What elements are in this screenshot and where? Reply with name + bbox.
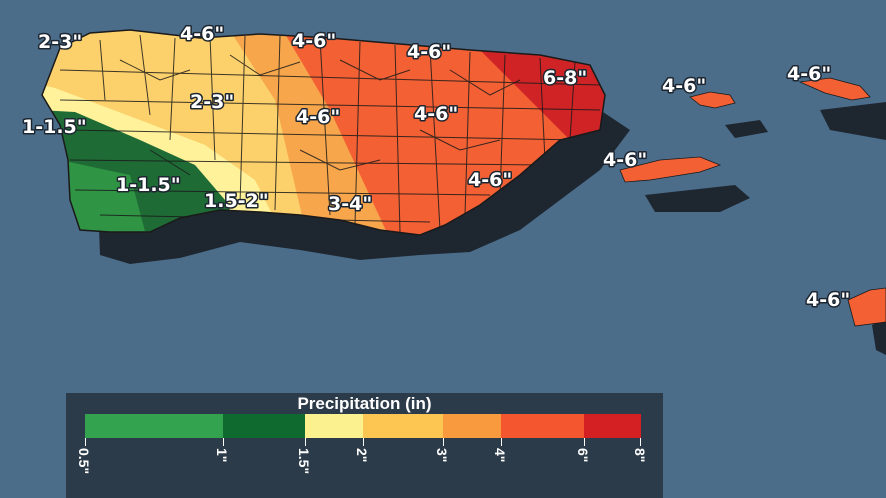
map-label-virgin-islands: 4-6" <box>787 63 831 85</box>
legend-bin-6 <box>584 414 641 438</box>
map-label-north-central: 4-6" <box>180 23 224 45</box>
municipality-borders <box>59 34 601 233</box>
legend-tick-label: 8" <box>632 448 648 463</box>
map-label-far-northeast: 6-8" <box>543 67 587 89</box>
vieques-island <box>619 156 722 183</box>
map-label-central-east: 4-6" <box>414 103 458 125</box>
map-labels: 2-3" 4-6" 4-6" 4-6" 6-8" 4-6" 4-6" 1-1.5" 2-3" 4-… <box>21 22 852 313</box>
legend-tick-label: 1.5" <box>296 448 312 475</box>
legend-bin-1 <box>223 414 305 438</box>
legend-tick-label: 6" <box>575 448 591 463</box>
map-label-nw-coast: 2-3" <box>38 31 82 53</box>
legend-tick <box>363 438 364 446</box>
legend-tick-label: 1" <box>214 448 230 463</box>
st-croix-island <box>847 287 886 327</box>
culebra-island <box>689 91 736 109</box>
legend-tick <box>305 438 306 446</box>
legend-tick <box>85 438 86 446</box>
map-label-south-central: 3-4" <box>328 193 372 215</box>
legend-tick <box>640 438 641 446</box>
legend-bin-5 <box>501 414 584 438</box>
map-label-southeast: 4-6" <box>468 169 512 191</box>
map-label-northeast: 4-6" <box>407 41 451 63</box>
map-label-vieques: 4-6" <box>603 149 647 171</box>
legend-tick <box>501 438 502 446</box>
outlying-islands <box>619 77 886 327</box>
legend-tick-label: 3" <box>434 448 450 463</box>
legend-title: Precipitation (in) <box>297 394 432 413</box>
legend-bin-0 <box>85 414 223 438</box>
map-label-culebra: 4-6" <box>662 75 706 97</box>
map-label-central-west: 2-3" <box>190 91 234 113</box>
map-label-southwest: 1-1.5" <box>116 174 181 196</box>
legend-bin-3 <box>363 414 443 438</box>
legend: Precipitation (in) 0.5" 1" 1.5" 2" 3" 4" 6" 8" <box>66 393 663 498</box>
legend-bin-4 <box>443 414 501 438</box>
zone-green-light <box>60 160 150 235</box>
map-label-st-croix: 4-6" <box>806 289 850 311</box>
legend-tick <box>223 438 224 446</box>
legend-tick <box>584 438 585 446</box>
legend-bin-2 <box>305 414 363 438</box>
legend-color-bar <box>85 414 641 438</box>
virgin-islands-shape <box>798 77 871 101</box>
map-label-central: 4-6" <box>296 106 340 128</box>
map-label-north-central-east: 4-6" <box>292 30 336 52</box>
puerto-rico-outline <box>41 29 606 236</box>
map-label-south-central-west: 1.5-2" <box>204 190 269 212</box>
map-label-west-coast: 1-1.5" <box>22 116 87 138</box>
legend-tick-label: 0.5" <box>76 448 92 475</box>
legend-tick <box>443 438 444 446</box>
legend-tick-label: 4" <box>492 448 508 463</box>
legend-tick-label: 2" <box>354 448 370 463</box>
